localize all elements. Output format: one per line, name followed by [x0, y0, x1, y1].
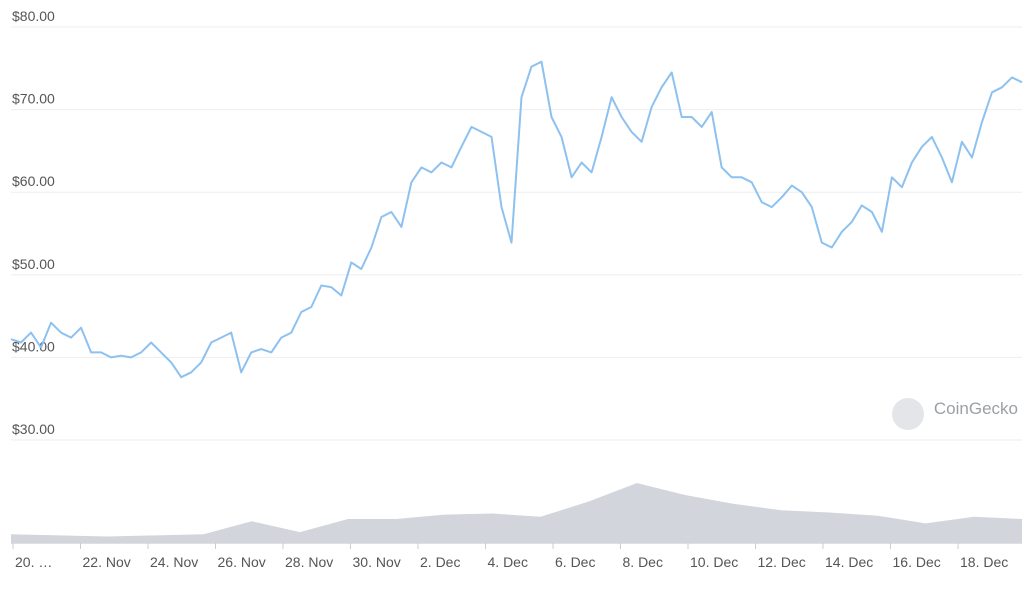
x-tick-label: 12. Dec — [758, 554, 806, 570]
y-tick-label: $30.00 — [12, 421, 55, 437]
x-tick-label: 22. Nov — [83, 554, 131, 570]
x-tick-label: 4. Dec — [488, 554, 528, 570]
y-tick-label: $70.00 — [12, 91, 55, 107]
watermark: CoinGecko — [934, 399, 1018, 418]
x-tick-label: 2. Dec — [420, 554, 460, 570]
y-tick-label: $60.00 — [12, 173, 55, 189]
y-tick-label: $80.00 — [12, 8, 55, 24]
x-tick-label: 18. Dec — [960, 554, 1008, 570]
x-tick-label: 10. Dec — [690, 554, 738, 570]
price-line — [10, 60, 1023, 379]
x-tick-label: 26. Nov — [218, 554, 266, 570]
x-tick-label: 28. Nov — [285, 554, 333, 570]
volume-area — [11, 483, 1022, 543]
watermark-logo — [892, 398, 924, 430]
x-tick-label: 14. Dec — [825, 554, 873, 570]
x-tick-label: 20. … — [15, 554, 52, 570]
x-tick-label: 30. Nov — [353, 554, 401, 570]
x-tick-label: 8. Dec — [623, 554, 663, 570]
y-tick-label: $50.00 — [12, 256, 55, 272]
x-tick-label: 16. Dec — [893, 554, 941, 570]
x-tick-label: 24. Nov — [150, 554, 198, 570]
x-tick-label: 6. Dec — [555, 554, 595, 570]
y-tick-label: $40.00 — [12, 338, 55, 354]
